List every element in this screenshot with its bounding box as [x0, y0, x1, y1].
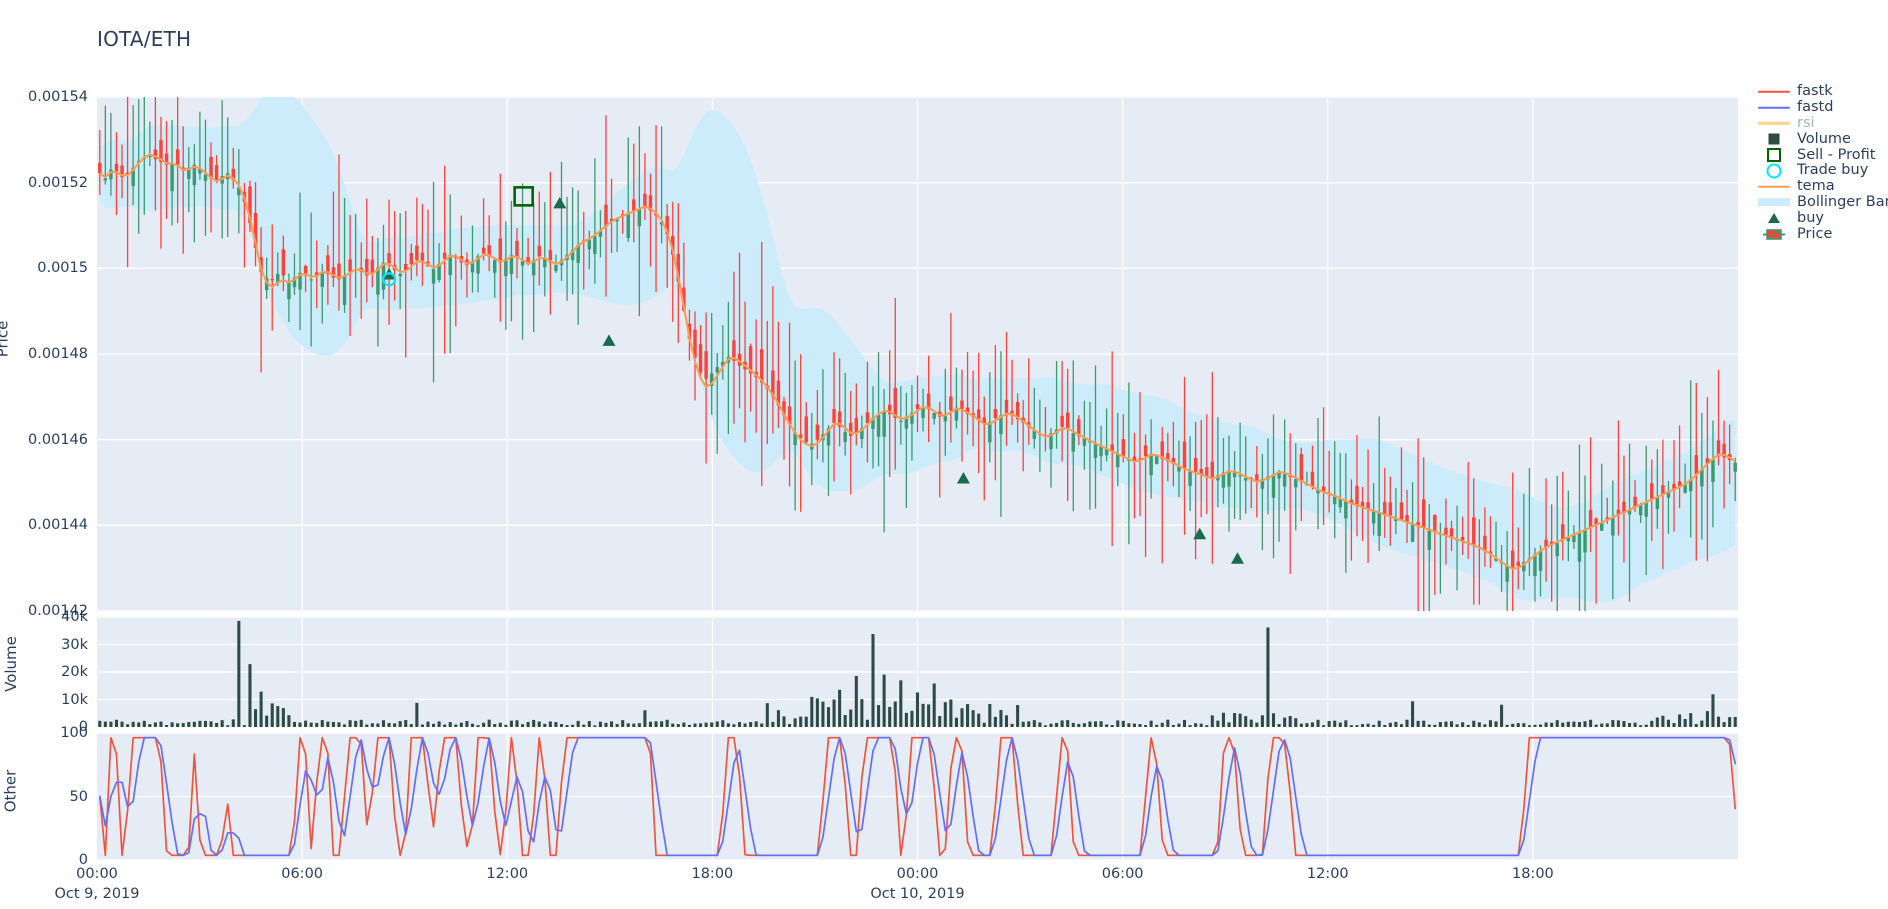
y-tick-label: 0.00152 [28, 174, 88, 191]
y-tick-label: 0.00146 [28, 431, 88, 448]
legend-item-tema[interactable]: tema [1757, 179, 1888, 195]
legend-item-volume[interactable]: Volume [1757, 131, 1888, 147]
other-y-axis: 100 50 0 [0, 725, 97, 868]
legend-item-bollinger-band[interactable]: Bollinger Band [1757, 193, 1888, 211]
price-plot-panel[interactable] [97, 97, 1738, 611]
legend-item-label: Volume [1797, 130, 1851, 147]
legend-item-label: fastd [1797, 99, 1834, 116]
y-tick-label: 0.00148 [28, 346, 88, 362]
page-title: IOTA/ETH [97, 27, 192, 51]
y-tick-label: 0.00144 [28, 517, 88, 534]
legend-square-swatch-icon [1757, 132, 1791, 147]
legend-line-swatch-icon [1757, 116, 1791, 131]
y-tick-label: 40k [61, 609, 88, 625]
legend-item-label: Price [1797, 225, 1833, 242]
legend-candlestick-icon [1757, 227, 1791, 242]
legend-item-rsi[interactable]: rsi [1757, 114, 1888, 132]
y-tick-label: 20k [61, 664, 88, 680]
legend-item-label: tema [1797, 178, 1835, 195]
x-tick-label: 00:00 [896, 866, 939, 882]
y-tick-label: 0 [78, 719, 88, 735]
x-tick-label: 18:00 [691, 866, 734, 882]
legend-item-label: rsi [1797, 114, 1815, 131]
x-tick-label: 00:00 [76, 866, 118, 882]
x-tick-label: 06:00 [1101, 866, 1144, 882]
legend-item-buy[interactable]: buy [1757, 210, 1888, 226]
x-tick-label: 06:00 [281, 866, 324, 882]
legend-item-sell-profit[interactable]: Sell - Profit [1757, 147, 1888, 163]
y-tick-label: 30k [61, 636, 88, 653]
x-tick-label: 18:00 [1511, 866, 1554, 882]
legend-item-price[interactable]: Price [1757, 226, 1888, 242]
other-plot-panel[interactable] [97, 733, 1738, 860]
other-plot-svg [97, 733, 1738, 860]
legend-open-circle-icon [1757, 163, 1791, 179]
price-y-axis: 0.00154 0.00152 0.0015 0.00148 0.00146 0.0014… [0, 89, 97, 619]
legend-line-swatch-icon [1757, 179, 1791, 194]
y-tick-label: 100 [60, 725, 88, 741]
legend-line-swatch-icon [1757, 100, 1791, 115]
legend-item-label: Sell - Profit [1797, 146, 1876, 163]
other-axis-title: Other [1, 769, 20, 813]
legend-triangle-up-icon [1757, 211, 1791, 226]
y-tick-label: 0 [78, 852, 88, 868]
x-tick-date-label: Oct 9, 2019 [54, 886, 140, 902]
y-tick-label: 0.00142 [28, 603, 88, 619]
legend-item-label: fastk [1797, 83, 1833, 100]
y-tick-label: 50 [69, 788, 88, 805]
x-tick-label: 12:00 [1306, 866, 1349, 882]
legend-item-label: buy [1797, 209, 1824, 226]
y-tick-label: 10k [61, 691, 88, 708]
volume-plot-svg [97, 617, 1738, 727]
price-plot-svg [97, 97, 1738, 611]
volume-plot-panel[interactable] [97, 617, 1738, 727]
volume-y-axis: 40k 30k 20k 10k 0 [0, 609, 97, 735]
legend-open-square-icon [1757, 148, 1791, 163]
x-tick-date-label: Oct 10, 2019 [870, 886, 965, 902]
legend-item-trade-buy[interactable]: Trade buy [1757, 163, 1888, 179]
legend-item-label: Trade buy [1797, 162, 1869, 179]
legend-item-fastk[interactable]: fastk [1757, 84, 1888, 100]
legend-line-swatch-icon [1757, 84, 1791, 99]
chart-legend[interactable]: fastk fastd rsi Volume Sell - Profit Trade bu… [1757, 84, 1888, 242]
y-tick-label: 0.00154 [28, 89, 88, 105]
price-axis-title: Price [0, 320, 12, 358]
legend-item-fastd[interactable]: fastd [1757, 100, 1888, 116]
x-tick-label: 12:00 [486, 866, 529, 882]
legend-band-swatch-icon [1757, 195, 1791, 210]
volume-axis-title: Volume [1, 636, 20, 692]
y-tick-label: 0.0015 [37, 260, 88, 277]
legend-item-label: Bollinger Band [1797, 193, 1888, 210]
